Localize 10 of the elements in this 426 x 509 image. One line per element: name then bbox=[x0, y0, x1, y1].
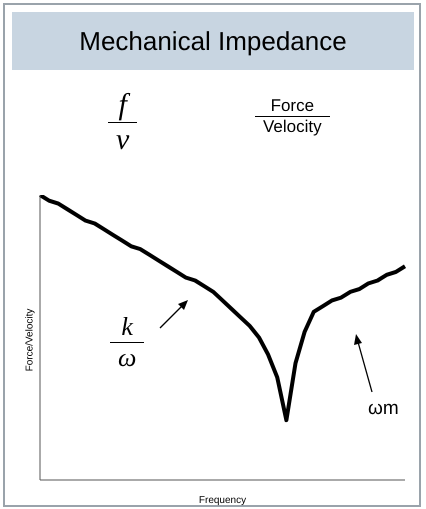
text: Force bbox=[270, 96, 316, 116]
chart-title: Mechanical Impedance bbox=[12, 12, 414, 70]
text: f bbox=[117, 88, 132, 122]
text: v bbox=[108, 122, 138, 157]
annotation: ωm bbox=[368, 398, 399, 420]
x-axis-title: Frequency bbox=[198, 495, 246, 506]
text: Velocity bbox=[255, 116, 330, 137]
annotation: k bbox=[120, 312, 134, 342]
annotation: ω bbox=[110, 342, 144, 373]
y-axis-title: Force/Velocity bbox=[24, 308, 36, 372]
